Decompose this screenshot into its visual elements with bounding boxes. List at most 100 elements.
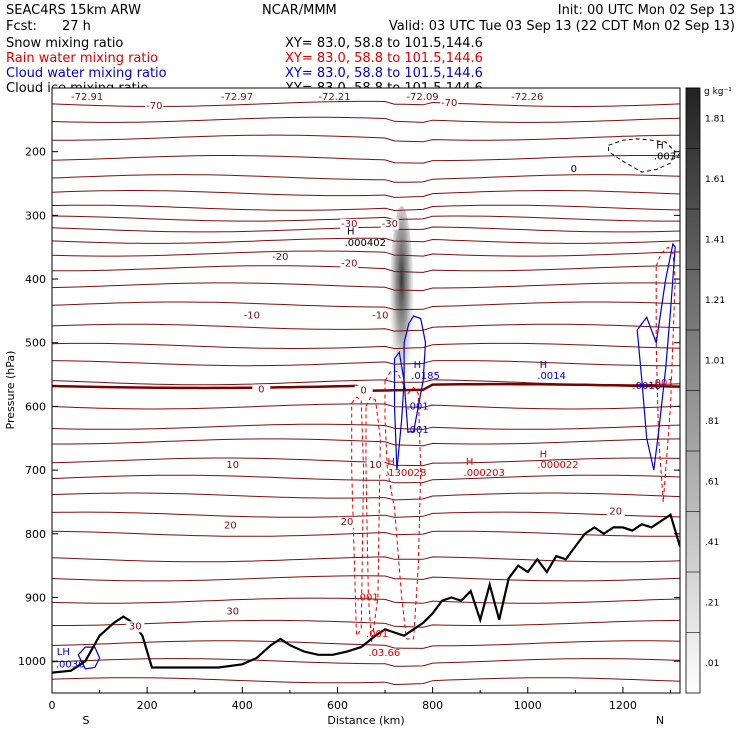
colorbar-tick-label: .61 (705, 477, 719, 487)
field-xy-cloud-water: XY= 83.0, 58.8 to 101.5,144.6 (285, 66, 483, 81)
y-tick-label: 1000 (18, 655, 46, 668)
temperature-contour (52, 677, 680, 686)
contour-label: 20 (609, 507, 622, 518)
model-title: SEAC4RS 15km ARW (6, 3, 141, 18)
org-title: NCAR/MMM (262, 3, 337, 18)
colorbar-tick-label: 1.01 (705, 356, 725, 366)
top-temperature-value: -72.91 (71, 92, 103, 103)
temperature-contour (52, 438, 680, 447)
contour-label-bg (223, 606, 242, 618)
temperature-contour (52, 237, 680, 244)
contour-label-bg (606, 506, 625, 518)
temperature-contour (52, 492, 680, 501)
x-tick-label: 400 (232, 699, 253, 712)
field-annotation: H (656, 141, 664, 152)
x-axis: 0 200 400 600 800 1000 1200 (49, 687, 671, 712)
field-name-cloud-water: Cloud water mixing ratio (6, 66, 167, 81)
temperature-contour (52, 360, 680, 367)
cloud-water-contour (77, 646, 101, 670)
field-annotation: .001 (651, 378, 673, 389)
colorbar-tick-label: .01 (705, 659, 719, 669)
field-annotation: LH (57, 647, 70, 658)
contour-label: -30 (382, 219, 398, 230)
rain-water-contour (384, 370, 422, 640)
top-temperature-value: -72.97 (221, 92, 253, 103)
contour-label-bg (223, 460, 242, 472)
contour-label: -70 (441, 98, 457, 109)
snow-shading (389, 205, 414, 401)
contour-label: -10 (244, 311, 260, 322)
contour-labels: -70 -70 -30 -30 -20 -20 -10 -10 0 0 10 10 20 20 20 30 30 (126, 97, 625, 633)
y-tick-label: 800 (25, 528, 46, 541)
temperature-contour (52, 215, 680, 222)
y-tick-label: 200 (25, 146, 46, 159)
y-tick-label: 500 (25, 337, 46, 350)
terrain-profile (52, 512, 680, 674)
temperature-contour (52, 250, 680, 257)
contour-label: -70 (146, 101, 162, 112)
field-annotation: .001 (356, 593, 378, 604)
temperature-contour (52, 597, 680, 604)
field-annotation: H (387, 457, 395, 468)
colorbar-tick-label: 1.61 (705, 175, 725, 185)
field-annotation: H (466, 457, 474, 468)
field-annotation: 0 (571, 164, 577, 175)
field-annotation: H (540, 360, 548, 371)
contour-label: 10 (226, 460, 239, 471)
x-tick-label: 600 (327, 699, 348, 712)
contour-label: 20 (341, 517, 354, 528)
y-axis-label: Pressure (hPa) (4, 351, 17, 430)
x-end-label-south: S (83, 714, 90, 727)
contour-label: 0 (258, 384, 264, 395)
cloud-water-contour (403, 315, 427, 433)
temperature-contours (52, 100, 680, 686)
temperature-contour (52, 116, 680, 123)
top-values: -72.91 -72.97 -72.21 -72.09 -72.26 (71, 92, 543, 103)
top-temperature-value: -72.09 (406, 92, 438, 103)
temperature-contour (52, 226, 680, 233)
field-xy-snow: XY= 83.0, 58.8 to 101.5,144.6 (285, 36, 483, 51)
field-annotation: .001 (366, 629, 388, 640)
contour-label: 20 (224, 521, 237, 532)
cloud-water-contours (77, 242, 676, 670)
contour-label: -20 (341, 258, 357, 269)
contour-label-bg (366, 460, 385, 472)
contour-label: -10 (372, 311, 388, 322)
x-axis-label: Distance (km) (327, 714, 404, 727)
field-annotation: .0185 (411, 371, 440, 382)
contour-label: 30 (226, 607, 239, 618)
rain-water-contours (351, 246, 676, 643)
colorbar-tick-label: 1.21 (705, 296, 725, 306)
contour-label: -30 (341, 219, 357, 230)
contour-label-bg (354, 385, 373, 397)
cloud-water-contour (636, 242, 676, 471)
x-tick-label: 800 (422, 699, 443, 712)
contour-label-bg (271, 251, 290, 263)
top-temperature-value: -72.21 (318, 92, 350, 103)
plot-area: -70 -70 -30 -30 -20 -20 -10 -10 0 0 10 10 20 20 20 30 30… (52, 97, 680, 686)
contour-label: 0 (360, 386, 366, 397)
contour-label-bg (221, 520, 240, 532)
cloud-water-contour (393, 350, 405, 471)
field-annotation: .0014 (537, 371, 566, 382)
y-tick-label: 400 (25, 273, 46, 286)
contour-label-bg (440, 97, 459, 109)
temperature-contour (52, 457, 680, 467)
fcst-label: Fcst: (6, 19, 37, 34)
rain-water-contour (351, 396, 365, 638)
temperature-contour (52, 204, 680, 212)
x-tick-label: 0 (49, 699, 56, 712)
x-tick-label: 1200 (609, 699, 637, 712)
field-annotation: .000203 (464, 468, 505, 479)
x-end-label-north: N (656, 714, 664, 727)
y-tick-label: 700 (25, 464, 46, 477)
field-annotation: .000402 (345, 238, 386, 249)
contour-label-bg (340, 218, 359, 230)
temperature-contour (52, 511, 680, 518)
colorbar-tick-label: .41 (705, 538, 719, 548)
colorbar-tick-label: 1.81 (705, 114, 725, 124)
temperature-contour (52, 530, 680, 537)
temperature-contour (52, 658, 680, 667)
cloud-ice-contours (608, 138, 676, 173)
